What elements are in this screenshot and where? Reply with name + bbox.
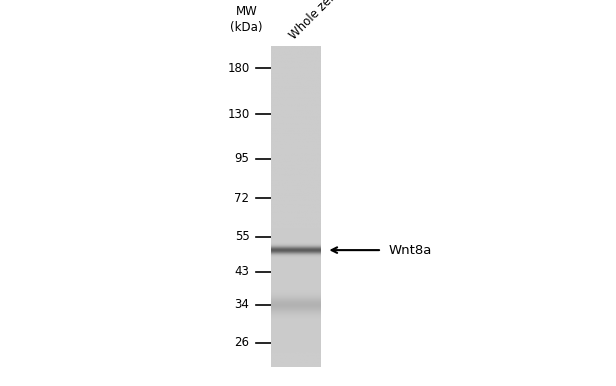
Text: 43: 43 [235, 265, 249, 278]
Text: 72: 72 [235, 192, 249, 205]
Text: 55: 55 [235, 230, 249, 243]
Text: 95: 95 [235, 152, 249, 166]
Text: Wnt8a: Wnt8a [388, 244, 431, 257]
Text: Whole zebrafish: Whole zebrafish [286, 0, 363, 42]
Text: MW
(kDa): MW (kDa) [230, 5, 262, 34]
Text: 130: 130 [227, 108, 249, 121]
Text: 34: 34 [235, 298, 249, 312]
Text: 180: 180 [227, 62, 249, 75]
Text: 26: 26 [235, 337, 249, 349]
